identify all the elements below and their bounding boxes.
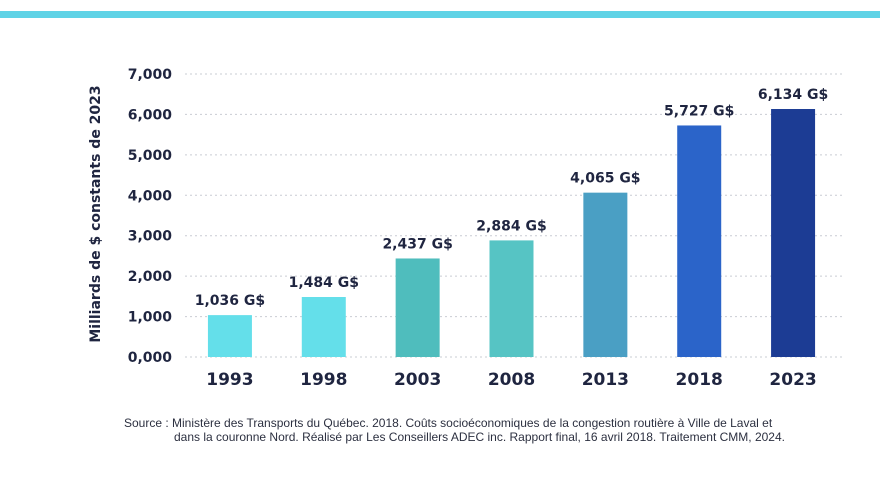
bar-2018 [677,125,722,357]
source-note: Source : Ministère des Transports du Qué… [124,416,844,444]
y-tick-label: 7,000 [128,67,173,83]
data-label-2008: 2,884 G$ [476,218,546,234]
x-tick-label-1993: 1993 [206,370,253,390]
data-label-2013: 4,065 G$ [570,171,640,187]
bar-2003 [395,258,440,357]
x-tick-label-1998: 1998 [300,370,347,390]
x-tick-label-2003: 2003 [394,370,441,390]
y-tick-label: 5,000 [128,148,173,164]
y-tick-label: 2,000 [128,269,173,285]
source-line-1: Source : Ministère des Transports du Qué… [124,416,773,430]
y-tick-label: 6,000 [128,107,173,123]
source-line-2: dans la couronne Nord. Réalisé par Les C… [174,430,785,444]
x-tick-label-2018: 2018 [676,370,723,390]
bar-1993 [207,315,252,357]
x-axis-ticks: 1993 1998 2003 2008 2013 2018 2023 [206,370,816,390]
x-tick-label-2023: 2023 [769,370,816,390]
y-axis-ticks: 0,000 1,000 2,000 3,000 4,000 5,000 6,000 7,000 [128,67,173,366]
data-label-1998: 1,484 G$ [289,275,359,291]
x-tick-label-2008: 2008 [488,370,535,390]
data-label-2003: 2,437 G$ [382,236,452,252]
top-accent-bar [0,11,880,18]
bar-2008 [489,240,534,357]
x-tick-label-2013: 2013 [582,370,629,390]
data-labels: 1,036 G$ 1,484 G$ 2,437 G$ 2,884 G$ 4,065 G$… [195,87,829,309]
bar-2013 [583,192,628,357]
y-tick-label: 0,000 [128,350,173,366]
y-tick-label: 4,000 [128,188,173,204]
bar-chart: 0,000 1,000 2,000 3,000 4,000 5,000 6,000 7,000… [88,67,842,390]
bar-2023 [771,109,816,358]
y-tick-label: 3,000 [128,229,173,245]
bars [207,109,816,358]
bar-1998 [301,297,346,357]
y-tick-label: 1,000 [128,310,173,326]
data-label-2023: 6,134 G$ [758,87,828,103]
data-label-1993: 1,036 G$ [195,293,265,309]
data-label-2018: 5,727 G$ [664,103,734,119]
y-axis-label: Milliards de $ constants de 2023 [88,85,104,342]
